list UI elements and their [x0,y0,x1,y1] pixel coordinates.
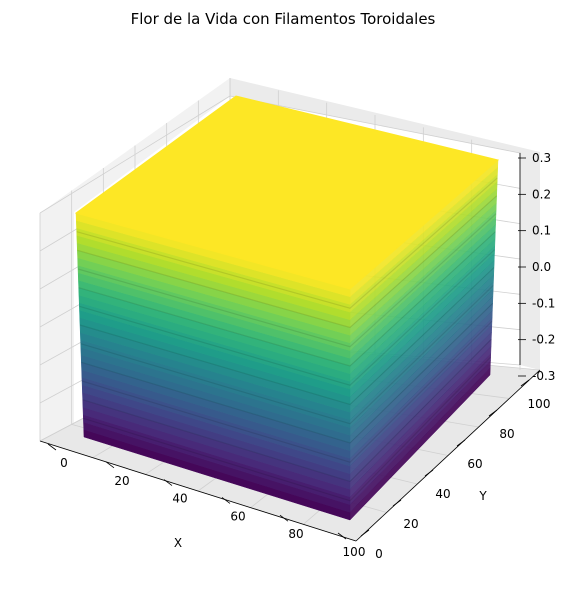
x-axis-label: X [174,536,182,550]
z-tick-label: -0.1 [532,296,555,310]
data-points [74,95,500,521]
y-tick-label: 40 [435,487,450,501]
z-tick-label: 0.1 [532,224,551,238]
x-tick-label: 20 [114,474,129,488]
z-tick-label: 0.2 [532,187,551,201]
z-tick-label: 0.0 [532,260,551,274]
x-tick [47,443,57,451]
layer-line [77,195,498,329]
axes: 0 20 40 60 80 100 0 20 40 60 80 100 -0.3 -0.2 -0.1 0.0 0… [39,151,555,561]
y-tick [488,409,498,417]
y-tick [456,439,466,447]
y-tick-label: 60 [467,457,482,471]
x-tick-label: 60 [230,509,245,523]
y-tick-label: 0 [375,547,383,561]
y-axis-label: Y [478,489,487,503]
x-tick [163,479,173,486]
layer-line [82,338,492,483]
layer-line [79,267,495,406]
y-tick [520,379,530,387]
x-tick-label: 80 [288,527,303,541]
layer-line [81,302,494,444]
x-tick [105,461,115,469]
y-tick [424,469,434,477]
y-tick [392,499,402,507]
layer-line [80,284,494,425]
layer-line [79,249,496,386]
chart-title: Flor de la Vida con Filamentos Toroidale… [131,10,436,28]
x-tick [221,497,231,504]
data-top-face [74,95,500,290]
layer-line [83,356,492,502]
x-axis-line [39,440,357,542]
layer-line [78,231,496,367]
grid-line [39,95,231,214]
x-tick-label: 0 [60,456,68,470]
x-tick-label: 100 [343,545,366,559]
x-tick [279,514,289,522]
x-tick-label: 40 [172,492,187,506]
x-tick [337,532,347,540]
grid-line [229,95,521,154]
layer-line [76,177,498,309]
z-tick-label: -0.2 [532,333,555,347]
z-tick-label: -0.3 [532,369,555,383]
layer-line [77,213,497,348]
y-tick-label: 80 [499,427,514,441]
layer-line [81,320,493,463]
y-tick [360,529,370,537]
y-tick-label: 100 [528,397,551,411]
y-axis-line [355,369,541,542]
y-tick-label: 20 [403,517,418,531]
z-tick-label: 0.3 [532,151,551,165]
